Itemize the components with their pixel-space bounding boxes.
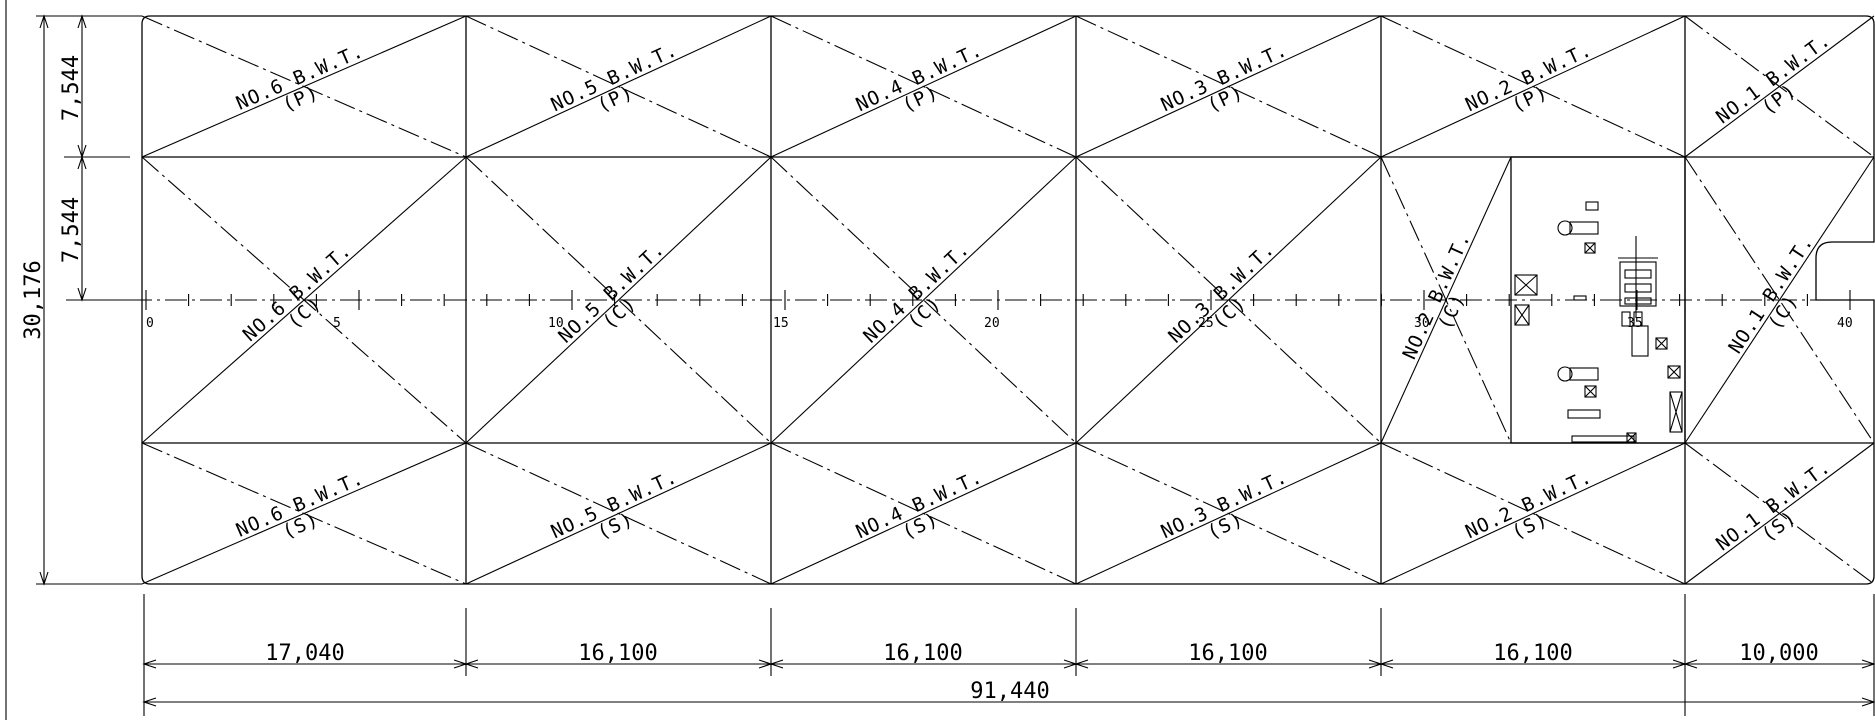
bay-dimension-arrows [142,659,1875,669]
tank-label: NO.3 B.W.T.(S) [1158,466,1291,544]
pump-icon [1569,221,1599,235]
frame-label: 15 [773,316,789,331]
frame-number-labels: 0 5 10 15 20 25 30 35 40 [146,316,1853,331]
tank-diagonal [141,156,467,444]
bay-dimension-label: 16,100 [883,641,962,666]
bay-dimension-label: 16,100 [1493,641,1572,666]
valve-icon [1573,295,1587,301]
tank-label: NO.4 B.W.T.(P) [853,39,986,117]
tank-diagonal [465,15,772,158]
dimension-extension-lines [143,594,1875,716]
frame-label: 20 [984,316,1000,331]
machinery-equipment [1514,201,1683,443]
bay-dimension-label: 17,040 [265,641,344,666]
tank-label: NO.5 B.W.T.(S) [548,466,681,544]
pipe-icon [1567,409,1601,419]
machinery-space [1510,156,1686,444]
valve-icon [1667,365,1681,379]
bay-dimension-label: 16,100 [1188,641,1267,666]
tank-box-icon [1631,325,1649,357]
bay-dimension-label: 16,100 [578,641,657,666]
tank-diagonals [141,15,1875,585]
tank-diagonal [465,156,772,444]
side-tank-width-label: 7,544 [59,55,84,121]
tank-label: NO.6 B.W.T.(S) [233,467,367,543]
frame-label: 5 [333,316,341,331]
tank-name: NO.2 B.W.T. [1399,229,1476,363]
breadth-dimension-label: 30,176 [21,260,46,339]
frame-label: 30 [1414,316,1430,331]
hatch-box-icon [1514,274,1538,296]
hatch-box-icon [1514,304,1530,326]
winch-icon [1619,261,1657,307]
tank-diagonal [1075,156,1382,444]
valve-icon [1584,242,1596,254]
tank-diagonal [1684,156,1875,444]
overall-length-label: 91,440 [970,679,1049,704]
tank-diagonal [141,442,467,585]
tank-diagonal [1684,15,1875,158]
tank-label: NO.4 B.W.T.(S) [853,466,986,544]
frame-label: 10 [548,316,564,331]
pump-icon [1585,201,1599,211]
tank-diagonal [1075,15,1382,158]
hull-outline [141,15,1875,585]
tank-name: NO.1 B.W.T. [1724,231,1818,357]
tank-diagonal [770,156,1077,444]
tank-diagonal [770,15,1077,158]
tank-diagonal [1380,156,1512,444]
tank-label: NO.1 B.W.T.(P) [1712,29,1835,128]
tank-label: NO.6 B.W.T.(P) [233,40,367,116]
tank-diagonal [1684,442,1875,585]
tank-label: NO.2 B.W.T.(S) [1462,466,1595,544]
tank-label: NO.3 B.W.T.(P) [1158,39,1291,117]
bay-dimension-label: 10,000 [1739,641,1818,666]
frame-label: 35 [1627,316,1643,331]
tank-diagonal [1380,442,1686,585]
motor-icon [1557,366,1573,382]
valve-icon [1655,337,1668,350]
strainer-row-icon [1571,435,1635,443]
frame-label: 40 [1837,316,1853,331]
tank-diagonal [141,15,467,158]
cooler-icon [1669,391,1683,433]
frame-ticks [145,290,1851,310]
tank-label: NO.2 B.W.T.(P) [1462,39,1595,117]
frame-label: 0 [146,316,154,331]
frame-label: 25 [1198,316,1214,331]
tank-diagonal [1380,15,1686,158]
tank-diagonal [1684,156,1875,444]
tank-label: NO.1 B.W.T.(S) [1712,456,1835,555]
tank-label: NO.5 B.W.T.(P) [548,39,681,117]
motor-icon [1557,220,1573,236]
pump-icon [1569,367,1599,381]
tank-diagonal [465,442,772,585]
center-half-width-label: 7,544 [59,197,84,263]
tank-diagonal [1075,442,1382,585]
tank-diagonal [770,442,1077,585]
valve-icon [1584,385,1597,398]
